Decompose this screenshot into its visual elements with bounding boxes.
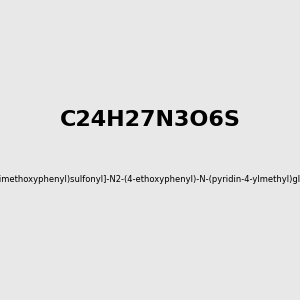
Text: C24H27N3O6S: C24H27N3O6S bbox=[60, 110, 240, 130]
Text: N2-[(3,4-dimethoxyphenyl)sulfonyl]-N2-(4-ethoxyphenyl)-N-(pyridin-4-ylmethyl)gly: N2-[(3,4-dimethoxyphenyl)sulfonyl]-N2-(4… bbox=[0, 176, 300, 184]
